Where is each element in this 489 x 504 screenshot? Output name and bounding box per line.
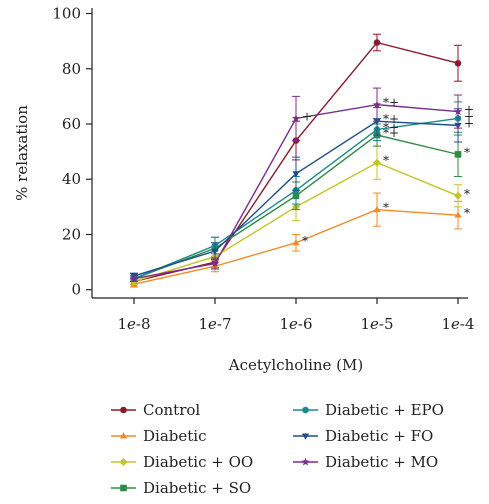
legend-item: Diabetic: [111, 427, 206, 445]
significance-label: *: [383, 201, 389, 215]
legend-item: Diabetic + MO: [293, 453, 438, 471]
y-axis-title: % relaxation: [13, 105, 31, 201]
significance-label: *: [383, 154, 389, 168]
legend-label: Diabetic + SO: [143, 479, 251, 497]
significance-label: *+: [383, 96, 399, 110]
data-point: [454, 211, 462, 218]
y-tick-label: 0: [71, 281, 81, 299]
significance-label: *+: [383, 121, 399, 135]
series: * * *: [130, 192, 470, 288]
significance-label: *: [302, 234, 308, 248]
x-tick-label: 1e-5: [360, 315, 393, 333]
legend-marker: [301, 457, 310, 466]
significance-label: *+: [383, 126, 399, 140]
y-tick-label: 40: [62, 170, 81, 188]
data-point: [373, 158, 381, 167]
x-tick-label: 1e-7: [198, 315, 231, 333]
legend-label: Diabetic + FO: [325, 427, 433, 445]
series: +*+ +: [129, 87, 474, 283]
data-point: [454, 191, 462, 200]
legend-marker: [301, 433, 310, 440]
y-tick-label: 100: [52, 5, 81, 23]
legend-item: Diabetic + FO: [293, 427, 433, 445]
data-point: [373, 39, 381, 46]
significance-label: *: [464, 145, 470, 159]
data-point: [454, 151, 462, 158]
data-point: [211, 248, 219, 255]
legend-label: Diabetic + EPO: [325, 401, 444, 419]
y-tick-label: 80: [62, 60, 81, 78]
y-axis: 0 20 40 60 80 100: [52, 5, 93, 299]
legend-marker: [120, 484, 127, 492]
data-point: [373, 118, 381, 126]
legend-item: Diabetic + OO: [111, 453, 253, 471]
data-point: [372, 100, 382, 109]
legend-item: Control: [111, 401, 200, 419]
significance-label: +: [302, 109, 312, 123]
legend-label: Diabetic: [143, 427, 206, 445]
legend-marker: [119, 432, 128, 439]
legend-label: Diabetic + MO: [325, 453, 438, 471]
data-point: [292, 171, 300, 178]
significance-label: *: [464, 187, 470, 201]
data-point: [453, 107, 463, 116]
x-axis: 1e-8 1e-7 1e-6 1e-5 1e-4: [92, 297, 475, 333]
data-point: [454, 59, 462, 67]
legend-marker: [302, 406, 309, 414]
significance-label: +: [464, 103, 474, 117]
series: *+ *: [130, 123, 470, 282]
data-point: [373, 205, 381, 213]
legend-label: Control: [143, 401, 200, 419]
x-axis-title: Acetylcholine (M): [228, 356, 363, 374]
x-tick-label: 1e-4: [441, 315, 474, 333]
significance-label: *: [464, 206, 470, 220]
series: **: [130, 145, 470, 286]
data-point: [129, 274, 139, 283]
legend-item: Diabetic + EPO: [293, 401, 444, 419]
data-point: [291, 114, 301, 122]
legend-label: Diabetic + OO: [143, 453, 253, 471]
legend-marker: [120, 406, 127, 414]
significance-label: *+: [383, 112, 399, 126]
y-tick-label: 20: [62, 225, 81, 243]
significance-label: +: [464, 109, 474, 123]
significance-label: +: [464, 116, 474, 130]
data-point: [292, 238, 300, 246]
legend-item: Diabetic + SO: [111, 479, 251, 497]
series-layer: ** ****+**++*+ ++*+ +: [129, 33, 474, 288]
y-tick-label: 60: [62, 115, 81, 133]
legend-marker: [119, 458, 128, 466]
series: *++: [130, 106, 474, 280]
x-tick-label: 1e-8: [117, 315, 150, 333]
x-tick-label: 1e-6: [279, 315, 312, 333]
legend: Control Diabetic Diabetic + OO Diabetic + S…: [111, 401, 444, 497]
data-point: [210, 259, 220, 267]
